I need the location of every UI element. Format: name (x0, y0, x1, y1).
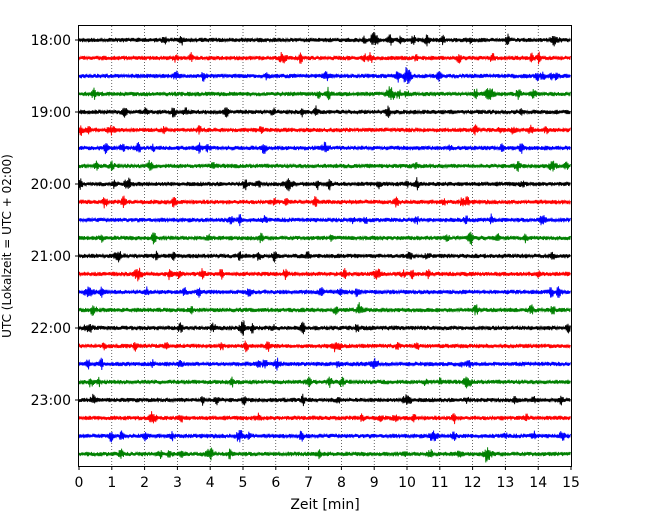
x-tick-label: 15 (562, 475, 580, 491)
trace-2330 (78, 429, 571, 443)
trace-2100 (78, 250, 571, 263)
y-axis: 18:00 19:00 20:00 21:00 22:00 23:00 (31, 33, 79, 409)
trace-1915 (78, 124, 571, 136)
y-tick-label: 19:00 (31, 105, 71, 121)
trace-2030 (78, 213, 571, 227)
x-tick-label: 8 (337, 475, 346, 491)
x-tick-label: 9 (370, 475, 379, 491)
x-tick-label: 6 (271, 475, 280, 491)
x-axis-title: Zeit [min] (290, 497, 359, 513)
trace-1845 (78, 86, 571, 101)
trace-1800 (78, 32, 571, 47)
trace-1930 (78, 141, 571, 155)
y-tick-label: 21:00 (31, 249, 71, 265)
trace-2200 (78, 320, 571, 336)
x-tick-label: 14 (529, 475, 547, 491)
trace-2015 (78, 195, 571, 209)
x-tick-label: 4 (206, 475, 215, 491)
x-tick-label: 12 (464, 475, 482, 491)
x-axis: 0 1 2 3 4 5 6 7 8 9 10 11 12 13 14 15 (75, 466, 580, 491)
x-tick-label: 0 (75, 475, 84, 491)
x-tick-label: 11 (431, 475, 449, 491)
trace-2300 (78, 393, 571, 407)
trace-2245 (78, 376, 571, 389)
trace-2000 (78, 177, 571, 192)
y-tick-label: 20:00 (31, 177, 71, 193)
trace-1945 (78, 159, 571, 172)
trace-2130 (78, 286, 571, 299)
y-axis-title: UTC (Lokalzeit = UTC + 02:00) (0, 154, 14, 338)
x-tick-label: 5 (239, 475, 248, 491)
y-tick-label: 18:00 (31, 33, 71, 49)
trace-2145 (78, 302, 571, 316)
x-tick-label: 13 (496, 475, 514, 491)
x-tick-label: 1 (107, 475, 116, 491)
x-tick-label: 10 (398, 475, 416, 491)
trace-1830 (78, 66, 571, 85)
trace-2215 (78, 340, 571, 353)
grid (111, 26, 539, 466)
traces (78, 32, 571, 463)
x-tick-label: 2 (140, 475, 149, 491)
x-tick-label: 7 (304, 475, 313, 491)
trace-1815 (78, 51, 571, 65)
trace-2345 (78, 447, 571, 463)
trace-2315 (78, 411, 571, 425)
trace-1900 (78, 105, 571, 118)
trace-2230 (78, 357, 571, 371)
trace-2045 (78, 231, 571, 246)
plot-frame (78, 25, 572, 467)
y-tick-label: 23:00 (31, 393, 71, 409)
trace-2115 (78, 267, 571, 282)
x-tick-label: 3 (173, 475, 182, 491)
y-tick-label: 22:00 (31, 321, 71, 337)
